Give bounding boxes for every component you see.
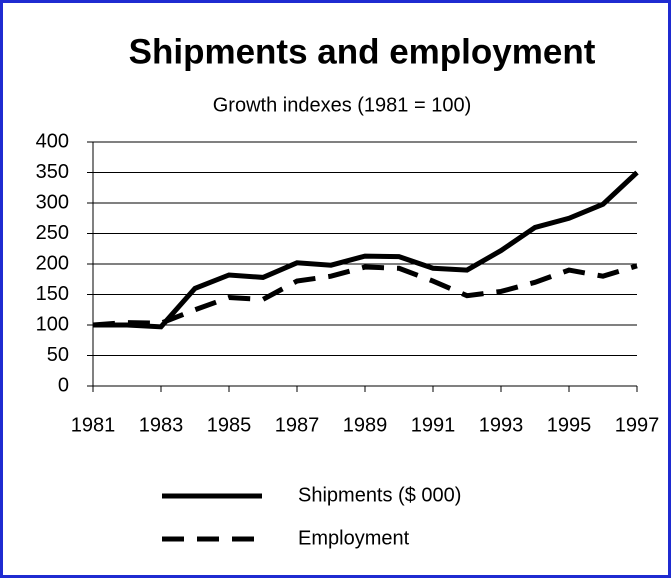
- series-line: [92, 263, 638, 328]
- y-tick-label: 200: [36, 252, 69, 274]
- y-tick-label: 0: [58, 374, 69, 396]
- x-tick-label: 1991: [411, 414, 456, 436]
- y-tick-label: 350: [36, 161, 69, 183]
- x-tick-label: 1989: [343, 414, 388, 436]
- x-tick-label: 1985: [207, 414, 252, 436]
- x-tick-label: 1993: [479, 414, 524, 436]
- y-tick-label: 50: [47, 344, 69, 366]
- x-tick-label: 1987: [275, 414, 320, 436]
- x-tick-label: 1981: [71, 414, 116, 436]
- legend-label: Shipments ($ 000): [298, 484, 461, 506]
- chart-subtitle: Growth indexes (1981 = 100): [213, 94, 472, 116]
- x-tick-label: 1997: [615, 414, 660, 436]
- series-line: [93, 170, 639, 330]
- y-tick-label: 400: [36, 130, 69, 152]
- chart-title: Shipments and employment: [129, 32, 596, 71]
- y-tick-label: 100: [36, 313, 69, 335]
- y-tick-label: 300: [36, 191, 69, 213]
- legend-label: Employment: [298, 527, 410, 549]
- y-tick-label: 250: [36, 222, 69, 244]
- x-tick-label: 1995: [547, 414, 592, 436]
- x-tick-label: 1983: [139, 414, 184, 436]
- y-tick-label: 150: [36, 283, 69, 305]
